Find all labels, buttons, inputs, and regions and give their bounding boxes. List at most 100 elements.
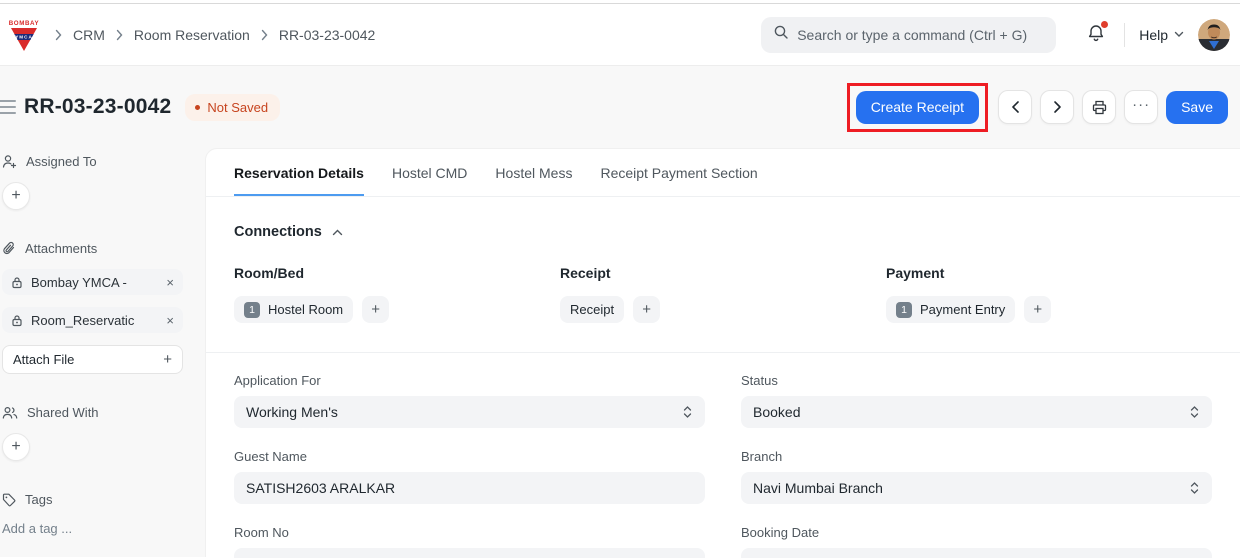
people-icon: [2, 406, 18, 419]
breadcrumb-crm[interactable]: CRM: [73, 26, 105, 43]
attachments-section: Attachments: [2, 241, 183, 256]
doc-label: Receipt: [570, 302, 615, 317]
connection-group-payment: Payment 1 Payment Entry +: [886, 265, 1212, 323]
assigned-to-section: Assigned To: [2, 154, 183, 169]
breadcrumb: CRM Room Reservation RR-03-23-0042: [54, 27, 375, 43]
divider: [1124, 22, 1126, 47]
add-share-button[interactable]: +: [2, 433, 30, 461]
search-input[interactable]: [797, 26, 1045, 43]
room-no-input[interactable]: [234, 548, 705, 558]
status-badge-label: Not Saved: [207, 99, 269, 115]
sidebar: Assigned To + Attachments Bombay YMCA - …: [0, 148, 205, 557]
breadcrumb-current-record[interactable]: RR-03-23-0042: [278, 26, 376, 43]
section-divider: [206, 352, 1240, 353]
navbar: BOMBAY YMCA CRM Room Reservation RR-03-2…: [0, 4, 1240, 66]
tab-hostel-mess[interactable]: Hostel Mess: [495, 164, 573, 181]
status-select[interactable]: [741, 396, 1212, 428]
application-for-select[interactable]: [234, 396, 705, 428]
page-title: RR-03-23-0042: [24, 95, 172, 118]
tab-receipt-payment-section[interactable]: Receipt Payment Section: [600, 164, 758, 181]
notification-dot: [1101, 21, 1109, 28]
annotation-highlight-box: Create Receipt: [846, 82, 989, 132]
payment-entry-link[interactable]: 1 Payment Entry: [886, 296, 1016, 323]
remove-attachment-icon[interactable]: ×: [166, 274, 174, 290]
attachment-item[interactable]: Room_Reservatic ×: [2, 307, 183, 333]
guest-name-input[interactable]: [234, 472, 705, 504]
help-label: Help: [1139, 26, 1168, 43]
connections-groups: Room/Bed 1 Hostel Room + Receipt: [234, 265, 1212, 323]
connection-group-room-bed: Room/Bed 1 Hostel Room +: [234, 265, 560, 323]
page-header: RR-03-23-0042 Not Saved Create Receipt ·…: [0, 66, 1240, 148]
browser-top-edge: [0, 0, 1240, 4]
printer-icon: [1092, 100, 1106, 114]
chevron-up-icon: [332, 229, 343, 235]
add-hostel-room-button[interactable]: +: [362, 296, 390, 323]
help-menu[interactable]: Help: [1139, 27, 1184, 43]
notifications-button[interactable]: [1082, 19, 1110, 50]
field-application-for: Application For: [234, 373, 705, 428]
field-room-no: Room No: [234, 525, 705, 558]
save-button[interactable]: Save: [1166, 90, 1228, 124]
count-badge: 1: [244, 301, 260, 318]
breadcrumb-room-reservation[interactable]: Room Reservation: [133, 26, 250, 43]
doc-label: Payment Entry: [920, 302, 1006, 317]
tab-reservation-details[interactable]: Reservation Details: [234, 149, 364, 196]
tab-hostel-cmd[interactable]: Hostel CMD: [391, 164, 468, 181]
booking-date-input[interactable]: [741, 548, 1212, 558]
add-assignment-button[interactable]: +: [2, 182, 30, 210]
attach-file-button[interactable]: Attach File +: [2, 345, 183, 374]
connection-group-receipt: Receipt Receipt +: [560, 265, 886, 323]
field-guest-name: Guest Name: [234, 449, 705, 504]
svg-text:YMCA: YMCA: [15, 34, 33, 39]
paperclip-icon: [3, 241, 15, 255]
svg-text:BOMBAY: BOMBAY: [9, 20, 40, 27]
bombay-ymca-logo[interactable]: BOMBAY YMCA: [8, 15, 40, 55]
field-label: Branch: [741, 449, 783, 464]
menu-icon[interactable]: [0, 100, 16, 114]
add-tag-input[interactable]: Add a tag ...: [2, 521, 73, 536]
connection-group-label: Payment: [886, 265, 945, 281]
branch-select[interactable]: [741, 472, 1212, 504]
connection-group-label: Receipt: [560, 265, 611, 281]
connection-group-label: Room/Bed: [234, 265, 304, 281]
user-avatar[interactable]: [1198, 18, 1230, 51]
global-search[interactable]: [761, 16, 1057, 53]
hostel-room-link[interactable]: 1 Hostel Room: [234, 296, 354, 323]
receipt-link[interactable]: Receipt: [560, 296, 625, 323]
connections-header[interactable]: Connections: [234, 224, 1212, 240]
attachment-name: Room_Reservatic: [31, 312, 135, 328]
chevron-down-icon: [1174, 31, 1184, 37]
chevron-right-icon: [1053, 101, 1061, 113]
print-button[interactable]: [1082, 90, 1117, 124]
field-label: Booking Date: [741, 525, 820, 540]
field-label: Room No: [234, 525, 289, 540]
form-card: Reservation Details Hostel CMD Hostel Me…: [205, 148, 1240, 558]
plus-icon: +: [163, 351, 172, 368]
assign-user-icon: [2, 155, 17, 169]
chevron-right-icon: [54, 29, 63, 41]
add-payment-entry-button[interactable]: +: [1024, 296, 1052, 323]
next-record-button[interactable]: [1040, 90, 1075, 124]
page-background: RR-03-23-0042 Not Saved Create Receipt ·…: [0, 66, 1240, 558]
create-receipt-button[interactable]: Create Receipt: [855, 90, 980, 124]
field-status: Status: [741, 373, 1212, 428]
more-actions-button[interactable]: ···: [1124, 90, 1159, 124]
reservation-form: Application For Status: [234, 373, 1212, 558]
count-badge: 1: [896, 301, 912, 318]
lock-icon: [12, 314, 22, 326]
shared-with-label: Shared With: [27, 405, 99, 420]
tags-section: Tags: [2, 492, 183, 507]
status-dot-icon: [195, 104, 201, 110]
tags-label: Tags: [25, 492, 53, 507]
chevron-left-icon: [1011, 101, 1019, 113]
attachment-item[interactable]: Bombay YMCA - ×: [2, 269, 183, 295]
attachments-label: Attachments: [25, 241, 98, 256]
chevron-right-icon: [260, 29, 269, 41]
remove-attachment-icon[interactable]: ×: [166, 312, 174, 328]
add-receipt-button[interactable]: +: [633, 296, 661, 323]
prev-record-button[interactable]: [998, 90, 1033, 124]
tag-icon: [2, 493, 16, 506]
field-branch: Branch: [741, 449, 1212, 504]
field-label: Status: [741, 373, 778, 388]
doc-label: Hostel Room: [268, 302, 344, 317]
